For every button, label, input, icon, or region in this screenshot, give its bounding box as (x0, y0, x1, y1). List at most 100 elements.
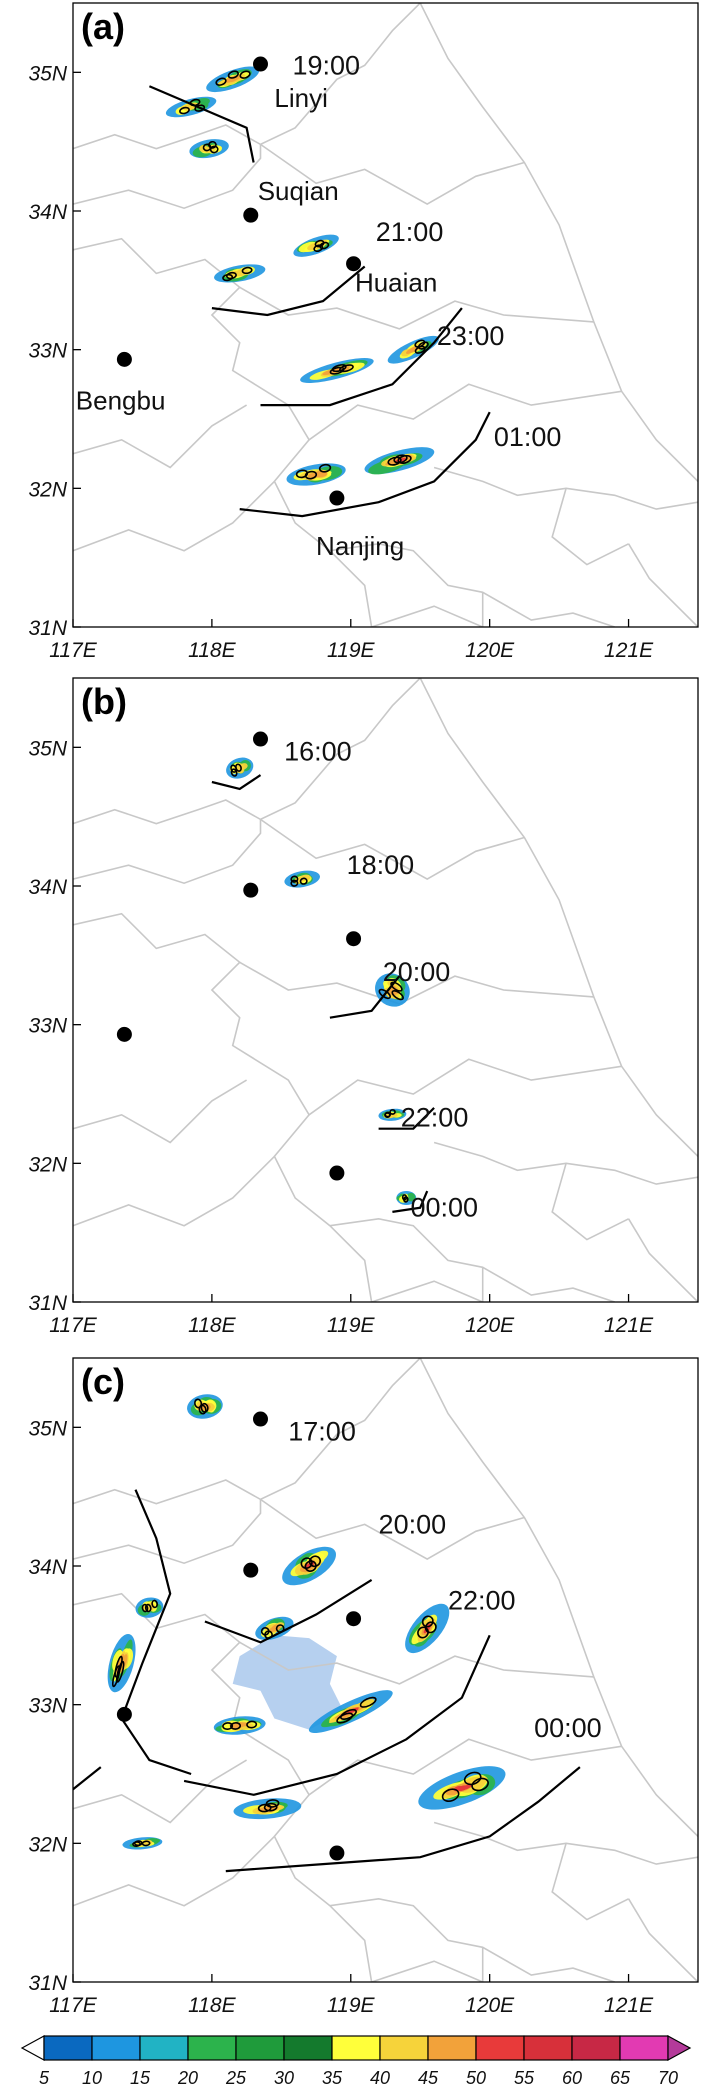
province-boundary (551, 488, 629, 566)
x-tick-label: 117E (49, 1994, 97, 2017)
colorbar-tick-label: 10 (82, 2068, 102, 2088)
province-boundary (73, 144, 262, 210)
colorbar-tick-label: 45 (418, 2068, 439, 2088)
y-tick-label: 33N (28, 340, 67, 363)
colorbar: 5 10 15 20 25 30 35 40 45 50 55 60 65 70 (20, 2034, 692, 2088)
reflectivity-cell (214, 264, 266, 283)
x-tick-label: 120E (465, 639, 515, 662)
colorbar-tick-label: 40 (370, 2068, 390, 2088)
colorbar-swatch (91, 2035, 141, 2061)
city-marker (329, 1845, 345, 1861)
province-boundary (419, 3, 698, 482)
province-boundary (260, 818, 525, 881)
y-tick-label: 34N (28, 1556, 67, 1579)
x-tick-label: 120E (465, 1314, 515, 1337)
gust-front-contour (329, 975, 401, 1019)
y-tick-label: 31N (28, 1972, 67, 1995)
province-boundary (73, 1358, 421, 1505)
province-boundary (371, 605, 484, 627)
province-boundary (73, 237, 373, 627)
time-label: 20:00 (383, 957, 451, 987)
gust-front-contour (148, 85, 255, 163)
province-boundary (73, 912, 373, 1302)
x-tick-label: 121E (604, 639, 654, 662)
reflectivity-cell (122, 1837, 163, 1850)
time-label: 00:00 (411, 1193, 479, 1223)
reflectivity-cell (405, 1603, 450, 1654)
colorbar-tick-label: 70 (658, 2068, 678, 2088)
time-label: 01:00 (494, 422, 562, 452)
x-tick-label: 117E (49, 1314, 97, 1337)
province-boundary (73, 404, 248, 469)
time-label: 21:00 (376, 217, 444, 247)
colorbar-swatch (43, 2035, 93, 2061)
colorbar-tick-label: 20 (177, 2068, 198, 2088)
province-boundary (329, 542, 615, 627)
x-tick-label: 121E (604, 1314, 654, 1337)
city-marker (253, 56, 268, 72)
x-tick-label: 120E (465, 1994, 515, 2017)
colorbar-tick-label: 65 (610, 2068, 631, 2088)
time-label: 18:00 (347, 850, 415, 880)
y-tick-label: 31N (28, 1292, 67, 1315)
province-boundary (308, 383, 622, 441)
city-marker (253, 731, 268, 747)
reflectivity-cell (135, 1597, 164, 1618)
reflectivity-cell (226, 757, 254, 779)
city-marker (329, 490, 345, 506)
colorbar-tick-label: 25 (225, 2068, 247, 2088)
y-tick-label: 35N (28, 1417, 67, 1440)
province-boundary (627, 1898, 698, 1982)
map-panel: 117E 118E 119E 120E 121E 35N 34N 33N 32N 31N (b) 16… (28, 677, 699, 1337)
gust-front-contour (378, 1107, 435, 1130)
city-marker (346, 256, 362, 272)
y-tick-label: 31N (28, 617, 67, 640)
y-tick-label: 33N (28, 1015, 67, 1038)
colorbar-tick-label: 60 (562, 2068, 582, 2088)
province-boundary (239, 286, 594, 330)
gust-front-contour (260, 307, 463, 407)
reflectivity-cell (284, 870, 320, 888)
province-boundary (419, 678, 698, 1157)
city-marker (329, 1165, 345, 1181)
gust-front-contour (225, 1766, 581, 1873)
time-label: 20:00 (379, 1509, 447, 1539)
reflectivity-cell (387, 335, 439, 364)
reflectivity-cell (300, 357, 374, 384)
reflectivity-cell (255, 1616, 294, 1641)
reflectivity-cell (189, 139, 229, 159)
y-tick-label: 32N (28, 478, 67, 501)
colorbar-swatch (427, 2035, 477, 2061)
map-panel: 117E 118E 119E 120E 121E 35N 34N 33N 32N 31N (c) 17… (28, 1357, 699, 2017)
colorbar-swatch (619, 2035, 669, 2061)
province-boundary (419, 1358, 698, 1837)
x-tick-label: 118E (188, 1314, 236, 1337)
x-tick-label: 121E (604, 1994, 654, 2017)
province-boundary (260, 143, 525, 206)
colorbar-tick-label: 50 (466, 2068, 486, 2088)
time-label: 22:00 (401, 1103, 469, 1133)
city-label: Nanjing (316, 531, 404, 561)
y-tick-label: 33N (28, 1695, 67, 1718)
colorbar-swatch (571, 2035, 621, 2061)
colorbar-swatch (331, 2035, 381, 2061)
city-marker (116, 351, 132, 367)
province-boundary (329, 1897, 615, 1982)
gust-front-contour (392, 1190, 429, 1213)
province-boundary (627, 1218, 698, 1302)
city-marker (116, 1026, 132, 1042)
province-boundary (308, 1058, 622, 1116)
colorbar-swatch (283, 2035, 333, 2061)
city-label: Linyi (274, 83, 327, 113)
y-tick-label: 32N (28, 1153, 67, 1176)
y-tick-label: 35N (28, 737, 67, 760)
map-frame (72, 677, 699, 1303)
province-boundary (371, 1280, 484, 1302)
city-label: Suqian (258, 176, 339, 206)
y-tick-label: 34N (28, 876, 67, 899)
colorbar-max-arrow (667, 2034, 692, 2062)
reflectivity-cell (107, 1633, 136, 1693)
colorbar-swatch (475, 2035, 525, 2061)
x-tick-label: 117E (49, 639, 97, 662)
lake-shape (232, 1635, 344, 1730)
